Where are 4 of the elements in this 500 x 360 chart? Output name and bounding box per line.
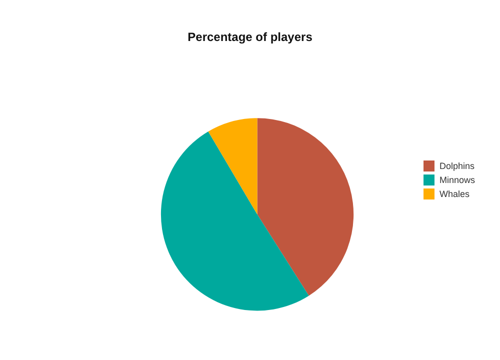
legend-label: Minnows bbox=[439, 175, 476, 185]
chart-title: Percentage of players bbox=[188, 30, 313, 44]
legend-label: Whales bbox=[439, 189, 470, 199]
legend-label: Dolphins bbox=[439, 161, 476, 171]
